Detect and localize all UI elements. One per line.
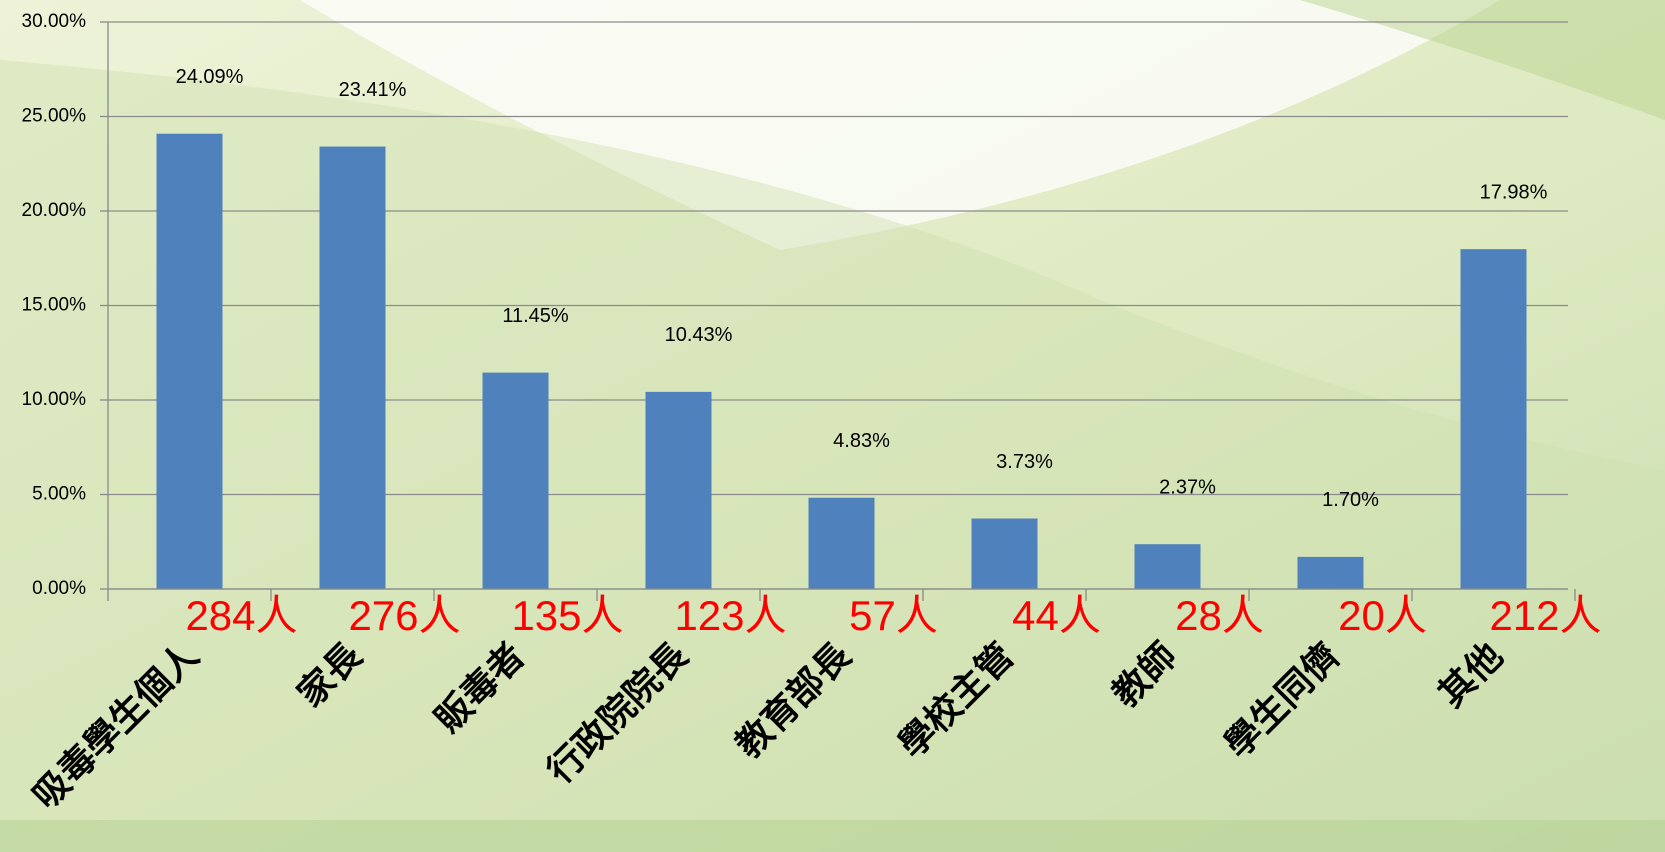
count-annotation: 123人 xyxy=(674,592,786,639)
count-annotation: 135人 xyxy=(511,592,623,639)
chart: 0.00% 5.00% 10.00% 15.00% 20.00% 25.00% 30.00%… xyxy=(0,0,1665,852)
bar xyxy=(1135,544,1201,589)
count-annotation: 212人 xyxy=(1489,592,1601,639)
value-label: 11.45% xyxy=(502,305,569,327)
count-annotation: 20人 xyxy=(1338,592,1427,639)
count-annotation: 28人 xyxy=(1175,592,1264,639)
y-tick-label: 20.00% xyxy=(22,200,87,221)
value-label: 10.43% xyxy=(665,324,733,346)
bar xyxy=(646,392,712,589)
count-annotation: 276人 xyxy=(348,592,460,639)
value-label: 24.09% xyxy=(176,66,244,88)
bar xyxy=(1298,557,1364,589)
bar xyxy=(320,147,386,589)
bar xyxy=(157,134,223,589)
background-strip xyxy=(0,820,1665,852)
value-label: 4.83% xyxy=(833,430,890,452)
value-label: 3.73% xyxy=(996,451,1053,473)
bar xyxy=(1461,249,1527,589)
count-annotation: 284人 xyxy=(185,592,297,639)
value-label: 2.37% xyxy=(1159,476,1216,498)
value-label: 17.98% xyxy=(1480,181,1548,203)
value-label: 1.70% xyxy=(1322,489,1379,511)
y-tick-label: 15.00% xyxy=(22,295,87,316)
y-tick-label: 0.00% xyxy=(32,578,86,599)
y-tick-label: 10.00% xyxy=(22,389,87,410)
value-label: 23.41% xyxy=(339,79,407,101)
y-tick-label: 30.00% xyxy=(22,11,87,32)
count-annotation: 57人 xyxy=(849,592,938,639)
bar xyxy=(483,373,549,589)
count-annotation: 44人 xyxy=(1012,592,1101,639)
bar xyxy=(809,498,875,589)
y-tick-label: 25.00% xyxy=(22,106,87,127)
bar xyxy=(972,519,1038,589)
y-tick-label: 5.00% xyxy=(32,484,86,505)
